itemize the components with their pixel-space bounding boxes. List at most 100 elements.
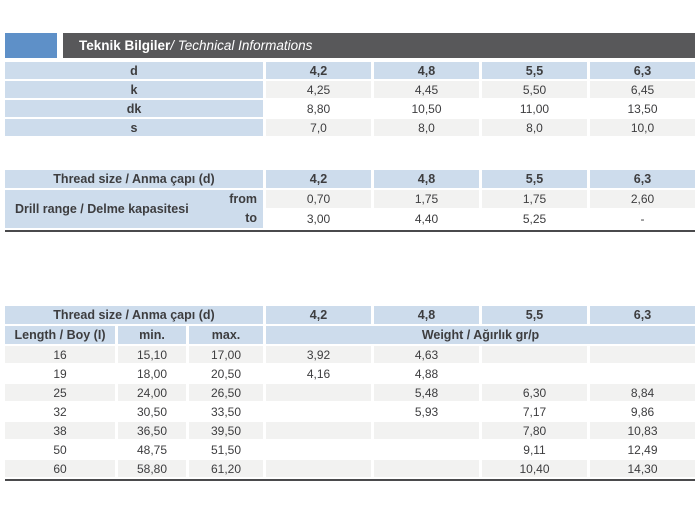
drill-header-label: Thread size / Anma çapı (d): [5, 170, 263, 188]
weight-cell: [374, 441, 479, 458]
drill-to-cell: 4,40: [374, 210, 479, 228]
weight-cell: 3,92: [266, 346, 371, 363]
length-cell: 32: [5, 403, 115, 420]
dim-value-cell: 10,50: [374, 100, 479, 117]
dim-value-cell: 5,50: [482, 81, 587, 98]
dim-value-cell: 8,0: [482, 119, 587, 136]
table-bottom-rule: [5, 479, 695, 481]
drill-header-value: 5,5: [482, 170, 587, 188]
min-cell: 18,00: [118, 365, 186, 382]
dim-value-cell: 8,80: [266, 100, 371, 117]
length-cell: 38: [5, 422, 115, 439]
weight-cell: 7,17: [482, 403, 587, 420]
length-weight-grid: Thread size / Anma çapı (d) 4,2 4,8 5,5 …: [5, 306, 695, 477]
weight-cell: 9,11: [482, 441, 587, 458]
max-column-header: max.: [189, 326, 263, 344]
max-cell: 26,50: [189, 384, 263, 401]
max-cell: 17,00: [189, 346, 263, 363]
to-label: to: [245, 211, 257, 225]
length-column-header: Length / Boy (I): [5, 326, 115, 344]
dim-value-cell: 10,0: [590, 119, 695, 136]
length-weight-table: Thread size / Anma çapı (d) 4,2 4,8 5,5 …: [5, 306, 695, 481]
drill-header-value: 4,8: [374, 170, 479, 188]
drill-header-value: 6,3: [590, 170, 695, 188]
drill-from-cell: 0,70: [266, 190, 371, 208]
weight-cell: [266, 384, 371, 401]
dimensions-table: d 4,2 4,8 5,5 6,3 k 4,25 4,45 5,50 6,45 …: [5, 62, 695, 136]
max-cell: 20,50: [189, 365, 263, 382]
weight-cell: [482, 365, 587, 382]
title-english: / Technical Informations: [170, 38, 313, 53]
dim-value-cell: 4,45: [374, 81, 479, 98]
weight-cell: 4,16: [266, 365, 371, 382]
drill-header-value: 4,2: [266, 170, 371, 188]
dim-header-value: 5,5: [482, 62, 587, 79]
length-cell: 16: [5, 346, 115, 363]
max-cell: 51,50: [189, 441, 263, 458]
drill-from-cell: 1,75: [374, 190, 479, 208]
length-cell: 25: [5, 384, 115, 401]
title-turkish: Teknik Bilgiler: [79, 38, 171, 53]
weight-cell: 12,49: [590, 441, 695, 458]
dim-value-cell: 8,0: [374, 119, 479, 136]
dim-header-value: 4,8: [374, 62, 479, 79]
length-cell: 60: [5, 460, 115, 477]
drill-from-cell: 1,75: [482, 190, 587, 208]
drill-to-cell: -: [590, 210, 695, 228]
dim-value-cell: 7,0: [266, 119, 371, 136]
weight-column-header: Weight / Ağırlık gr/p: [266, 326, 695, 344]
max-cell: 39,50: [189, 422, 263, 439]
max-cell: 33,50: [189, 403, 263, 420]
dim-header-value: 4,2: [266, 62, 371, 79]
min-cell: 30,50: [118, 403, 186, 420]
weight-cell: [266, 460, 371, 477]
lw-header-value: 4,2: [266, 306, 371, 324]
drill-row-label-cell: Drill range / Delme kapasitesi from to: [5, 190, 263, 228]
weight-cell: [374, 460, 479, 477]
weight-cell: 6,30: [482, 384, 587, 401]
lw-header-value: 5,5: [482, 306, 587, 324]
weight-cell: [374, 422, 479, 439]
weight-cell: 5,93: [374, 403, 479, 420]
weight-cell: 14,30: [590, 460, 695, 477]
title-strip: Teknik Bilgiler / Technical Informations: [63, 33, 695, 58]
min-column-header: min.: [118, 326, 186, 344]
weight-cell: [482, 346, 587, 363]
dim-header-value: 6,3: [590, 62, 695, 79]
max-cell: 61,20: [189, 460, 263, 477]
drill-to-cell: 5,25: [482, 210, 587, 228]
weight-cell: [266, 422, 371, 439]
dim-value-cell: 11,00: [482, 100, 587, 117]
drill-from-cell: 2,60: [590, 190, 695, 208]
lw-header-value: 6,3: [590, 306, 695, 324]
dim-value-cell: 13,50: [590, 100, 695, 117]
length-cell: 19: [5, 365, 115, 382]
min-cell: 36,50: [118, 422, 186, 439]
min-cell: 58,80: [118, 460, 186, 477]
dim-row-label: k: [5, 81, 263, 98]
drill-to-cell: 3,00: [266, 210, 371, 228]
weight-cell: 4,63: [374, 346, 479, 363]
min-cell: 48,75: [118, 441, 186, 458]
weight-cell: 7,80: [482, 422, 587, 439]
title-bar: Teknik Bilgiler / Technical Informations: [5, 33, 695, 58]
weight-cell: 10,40: [482, 460, 587, 477]
weight-cell: 4,88: [374, 365, 479, 382]
dim-row-label: s: [5, 119, 263, 136]
drill-range-table: Thread size / Anma çapı (d) 4,2 4,8 5,5 …: [5, 170, 695, 232]
length-cell: 50: [5, 441, 115, 458]
dim-value-cell: 6,45: [590, 81, 695, 98]
from-label: from: [229, 192, 257, 206]
from-to-labels: from to: [229, 190, 257, 228]
drill-range-grid: Thread size / Anma çapı (d) 4,2 4,8 5,5 …: [5, 170, 695, 228]
weight-cell: 9,86: [590, 403, 695, 420]
accent-square: [5, 33, 57, 58]
lw-header-value: 4,8: [374, 306, 479, 324]
weight-cell: 5,48: [374, 384, 479, 401]
table-bottom-rule: [5, 230, 695, 232]
dim-value-cell: 4,25: [266, 81, 371, 98]
weight-cell: [266, 441, 371, 458]
dim-header-label: d: [5, 62, 263, 79]
weight-cell: [590, 365, 695, 382]
